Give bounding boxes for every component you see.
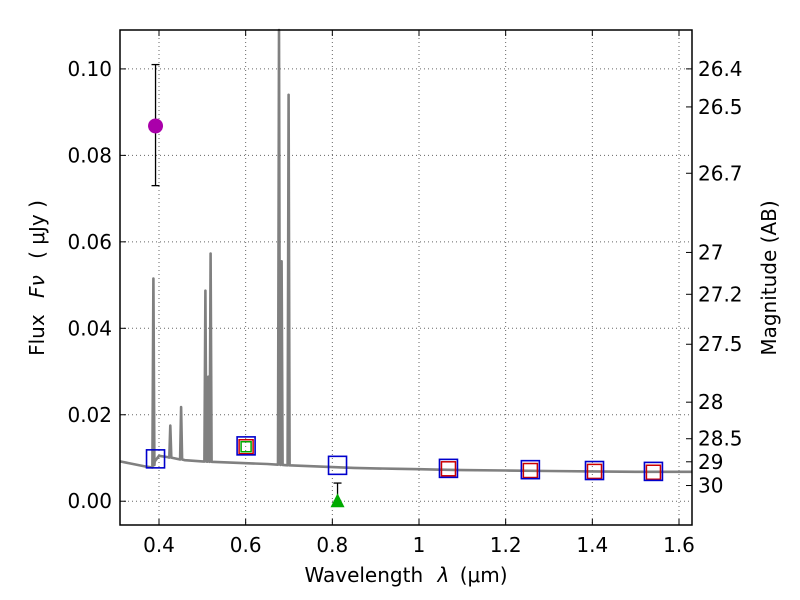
magnitude-tick-label: 29 <box>698 450 723 474</box>
model-photometry-marker <box>520 459 541 480</box>
x-axis-label-symbol: λ <box>437 563 450 587</box>
axis-ticks: 0.4 0.6 0.8 1 1.2 1.4 1.6 0.00 0.02 0.04 0.06 0.08 0… <box>67 30 743 557</box>
model-photometry-marker <box>145 449 166 469</box>
plot-frame <box>119 29 693 526</box>
observed-photometry-inner-marker <box>240 441 252 453</box>
x-tick-label: 1.2 <box>490 533 522 557</box>
y-axis-label-symbol: Fν <box>25 275 49 298</box>
x-tick-label: 1 <box>413 533 426 557</box>
model-photometry-marker <box>236 436 256 456</box>
model-photometry-marker <box>327 455 348 476</box>
magnitude-tick-label: 27.2 <box>698 282 743 306</box>
y-tick-label: 0.04 <box>67 316 112 340</box>
magnitude-tick-label: 28.5 <box>698 427 743 451</box>
y-tick-label: 0.10 <box>67 57 112 81</box>
x-axis-label-text: Wavelength <box>304 563 423 587</box>
observed-photometry-marker <box>586 463 603 480</box>
x-tick-label: 0.8 <box>316 533 348 557</box>
magnitude-tick-label: 26.4 <box>698 57 743 81</box>
y-tick-label: 0.02 <box>67 403 112 427</box>
y-axis-label-text: Flux <box>25 314 49 356</box>
model-photometry-marker <box>584 460 605 481</box>
spectrum-layer <box>119 28 692 474</box>
x-axis-label: Wavelength λ (μm) <box>304 563 507 587</box>
y-tick-label: 0.06 <box>67 230 112 254</box>
magnitude-tick-label: 26.7 <box>698 161 743 185</box>
x-tick-label: 1.6 <box>663 533 695 557</box>
y-axis-label-left: Flux Fν ( μJy ) <box>25 200 49 356</box>
x-tick-label: 1.4 <box>576 533 608 557</box>
photometry-markers <box>145 63 664 508</box>
detection-point <box>148 118 164 134</box>
y-axis-label-unit: ( μJy ) <box>25 200 49 259</box>
upper-limit-marker <box>330 493 345 508</box>
magnitude-tick-label: 26.5 <box>698 95 743 119</box>
model-photometry-marker <box>643 461 664 482</box>
observed-photometry-marker <box>440 461 457 477</box>
model-photometry-marker <box>438 458 459 479</box>
x-tick-label: 0.6 <box>230 533 262 557</box>
observed-photometry-marker <box>645 464 662 481</box>
spectrum-line <box>119 28 692 474</box>
observed-photometry-marker <box>522 462 539 479</box>
magnitude-tick-label: 27 <box>698 240 723 264</box>
magnitude-tick-label: 28 <box>698 390 723 414</box>
y-tick-label: 0.08 <box>67 143 112 167</box>
x-axis-label-unit: (μm) <box>460 563 508 587</box>
magnitude-tick-label: 27.5 <box>698 332 743 356</box>
magnitude-tick-label: 30 <box>698 474 723 498</box>
y-tick-label: 0.00 <box>67 489 112 513</box>
x-tick-label: 0.4 <box>143 533 175 557</box>
observed-photometry-marker <box>238 439 254 455</box>
y-axis-label-right: Magnitude (AB) <box>757 200 781 355</box>
